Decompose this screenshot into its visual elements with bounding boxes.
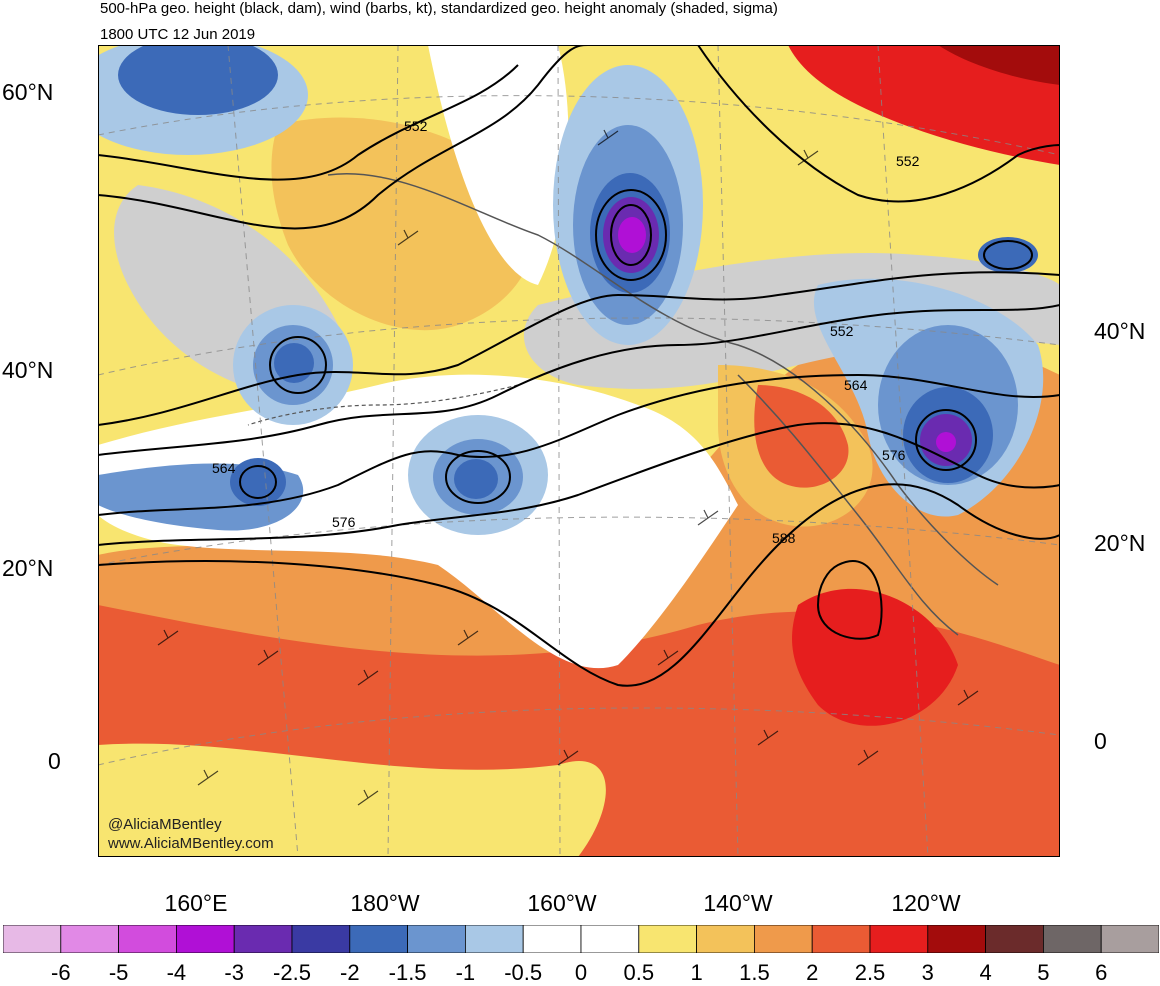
anomaly-yellow-band bbox=[98, 743, 606, 857]
map-title: 500-hPa geo. height (black, dam), wind (… bbox=[100, 0, 778, 17]
lon-label: 160°E bbox=[164, 890, 228, 916]
colorbar-swatch bbox=[580, 925, 640, 953]
anomaly-deepred-southeast bbox=[792, 588, 958, 726]
colorbar-swatch bbox=[1043, 925, 1102, 953]
colorbar-tick-label: -2.5 bbox=[273, 960, 311, 985]
anomaly-darkred-northeast bbox=[938, 45, 1060, 85]
lon-label: 180°W bbox=[350, 890, 420, 916]
colorbar-tick-label: -4 bbox=[166, 960, 187, 985]
lat-label-left: 0 bbox=[48, 748, 61, 774]
colorbar-swatch bbox=[118, 925, 177, 953]
contour-label: 564 bbox=[212, 460, 236, 476]
coastline-alaska bbox=[327, 173, 999, 586]
contour-label: 552 bbox=[896, 153, 920, 169]
colorbar-swatch bbox=[811, 925, 871, 953]
anomaly-red-northeast bbox=[788, 45, 1060, 165]
colorbar-tick-label: 5 bbox=[1037, 960, 1050, 985]
colorbar-tick-label: 4 bbox=[979, 960, 992, 985]
contour-label: 552 bbox=[404, 118, 428, 134]
closed-low-contours bbox=[239, 189, 1033, 640]
colorbar-tick-label: 2 bbox=[806, 960, 819, 985]
coastline-aleutians bbox=[247, 384, 519, 426]
colorbar-swatch bbox=[3, 925, 62, 953]
colorbar-tick-label: -0.5 bbox=[504, 960, 543, 985]
colorbar-swatch bbox=[407, 925, 466, 953]
anomaly-white-trough bbox=[428, 45, 569, 285]
colorbar-swatch bbox=[291, 925, 351, 953]
lat-label-right: 40°N bbox=[1094, 318, 1146, 344]
colorbar-tick-label: 1 bbox=[690, 960, 703, 985]
contour-label: 588 bbox=[772, 530, 796, 546]
colorbar-swatch bbox=[696, 925, 755, 953]
colorbar-swatch bbox=[175, 925, 235, 953]
contour-label: 576 bbox=[882, 447, 906, 463]
height-contours bbox=[98, 45, 1060, 687]
colorbar-tick-label: -5 bbox=[108, 960, 129, 985]
colorbar-swatch bbox=[638, 925, 697, 953]
colorbar-swatch bbox=[522, 925, 582, 953]
wind-barbs bbox=[157, 129, 979, 806]
colorbar-swatch bbox=[754, 925, 813, 953]
credit-website: www.AliciaMBentley.com bbox=[108, 835, 274, 852]
credit-twitter: @AliciaMBentley bbox=[108, 816, 222, 833]
colorbar-tick-label: 2.5 bbox=[854, 960, 886, 985]
lon-label: 120°W bbox=[891, 890, 961, 916]
contour-label: 564 bbox=[844, 377, 868, 393]
colorbar-tick-label: 0.5 bbox=[623, 960, 655, 985]
colorbar-swatch bbox=[927, 925, 986, 953]
colorbar-tick-label: -1 bbox=[455, 960, 476, 985]
anomaly-colorbar bbox=[3, 925, 1159, 953]
colorbar-swatch bbox=[464, 925, 524, 953]
colorbar-swatch bbox=[233, 925, 293, 953]
lat-label-left: 60°N bbox=[2, 79, 54, 105]
colorbar-tick-label: -1.5 bbox=[388, 960, 427, 985]
lat-label-right: 0 bbox=[1094, 728, 1107, 754]
coastline-west-coast bbox=[737, 374, 959, 636]
colorbar-tick-label: 0 bbox=[574, 960, 588, 985]
colorbar-tick-label: -6 bbox=[51, 960, 71, 985]
colorbar-tick-label: 1.5 bbox=[739, 960, 770, 985]
lon-label: 160°W bbox=[527, 890, 597, 916]
colorbar-tick-label: -2 bbox=[340, 960, 360, 985]
map-valid-time: 1800 UTC 12 Jun 2019 bbox=[100, 26, 256, 43]
lat-label-left: 40°N bbox=[2, 357, 54, 383]
colorbar-tick-label: 3 bbox=[921, 960, 934, 985]
colorbar-tick-label: -3 bbox=[224, 960, 244, 985]
colorbar-swatch bbox=[349, 925, 408, 953]
lat-label-left: 20°N bbox=[2, 555, 54, 581]
map-panel: 552 552 552 564 564 576 576 588 bbox=[98, 45, 1060, 857]
colorbar-swatch bbox=[1100, 925, 1159, 953]
colorbar-swatch bbox=[985, 925, 1044, 953]
contour-label: 552 bbox=[830, 323, 854, 339]
colorbar-tick-label: 6 bbox=[1095, 960, 1108, 985]
colorbar-swatch bbox=[869, 925, 929, 953]
lat-label-right: 20°N bbox=[1094, 530, 1146, 556]
contour-label: 576 bbox=[332, 514, 356, 530]
lon-label: 140°W bbox=[703, 890, 773, 916]
anomaly-orange-west-coast bbox=[754, 385, 849, 488]
colorbar-swatch bbox=[60, 925, 119, 953]
